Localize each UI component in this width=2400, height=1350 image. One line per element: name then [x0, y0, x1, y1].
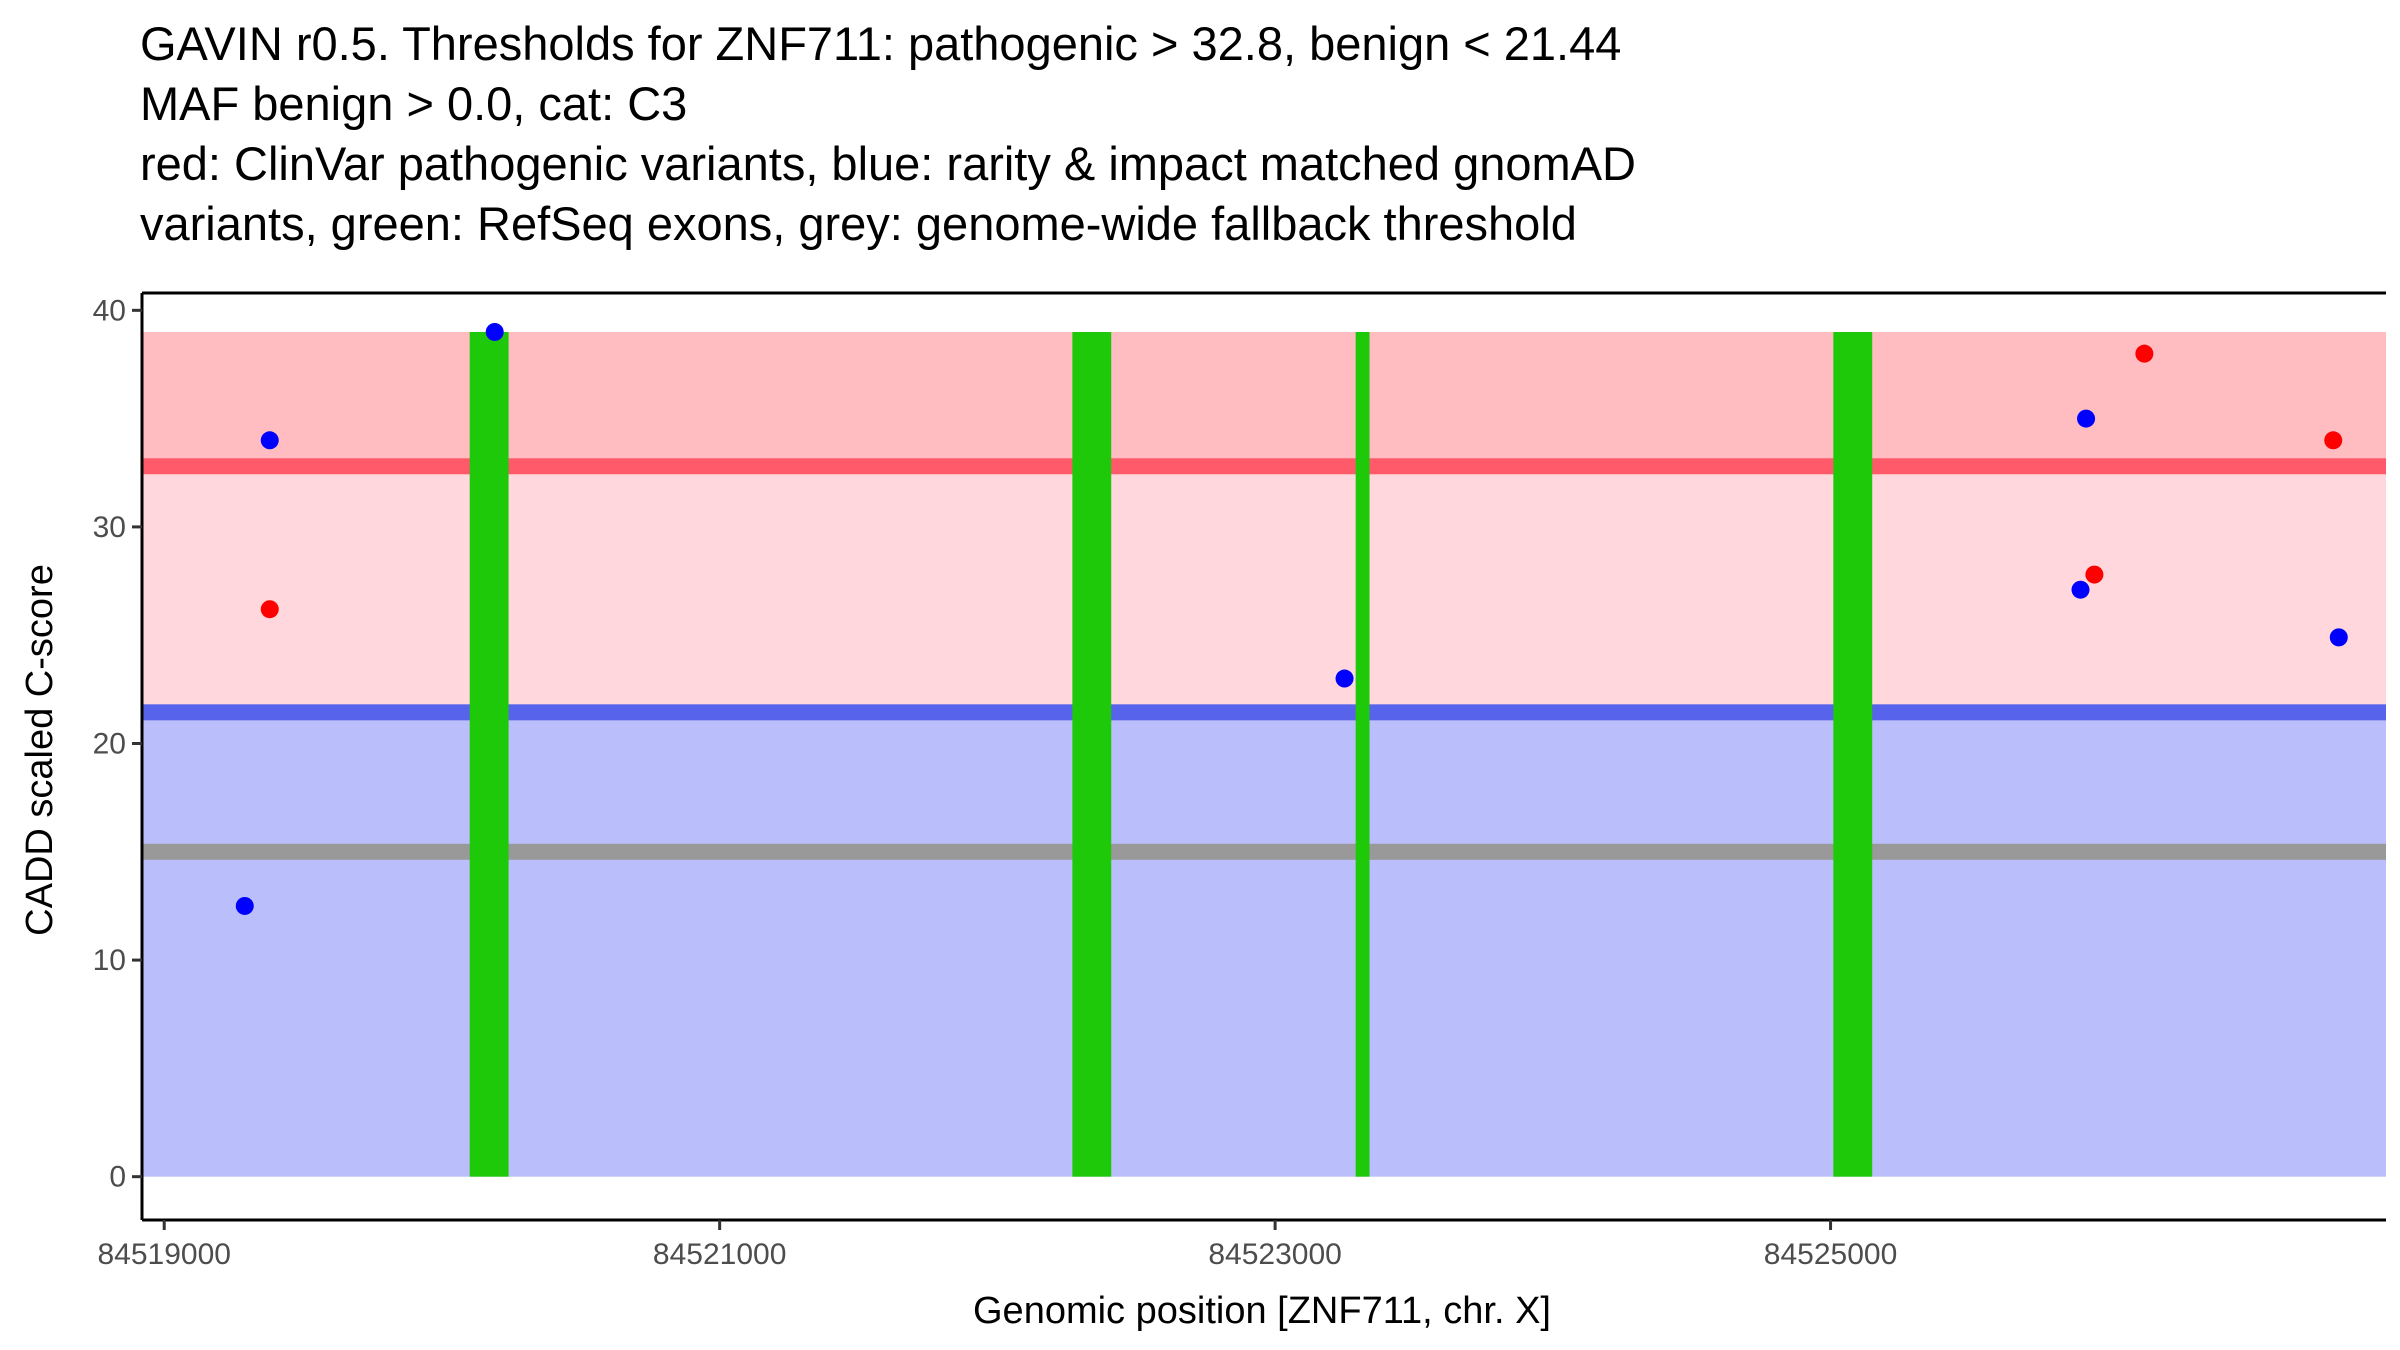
benign-threshold-line: [142, 704, 2386, 721]
x-tick-label-84525000: 84525000: [1764, 1238, 1897, 1271]
exon-bar-3: [1355, 331, 1370, 1177]
exon-bar-4: [1833, 331, 1873, 1177]
gnomad-point-6: [2077, 409, 2096, 428]
x-tick-label-84523000: 84523000: [1208, 1238, 1341, 1271]
gnomad-point-4: [1335, 669, 1354, 688]
benign-region: [142, 712, 2386, 1177]
title-line-1: GAVIN r0.5. Thresholds for ZNF711: patho…: [140, 17, 1622, 70]
axes-layer: 0 10 20 30 40 84519000 84521000 84523000 8452500…: [93, 291, 2386, 1271]
gnomad-point-7: [2329, 628, 2348, 647]
bands-layer: [142, 331, 2386, 1177]
y-tick-label-0: 0: [109, 1161, 126, 1194]
clinvar-point-3: [2135, 344, 2154, 363]
points-layer: [235, 322, 2348, 915]
chart-title: GAVIN r0.5. Thresholds for ZNF711: patho…: [140, 14, 2380, 254]
pathogenic-threshold-line: [142, 458, 2386, 475]
gnomad-point-1: [235, 896, 254, 915]
pathogenic-region: [142, 331, 2386, 467]
y-tick-label-40: 40: [93, 294, 126, 327]
gnomad-point-3: [485, 322, 504, 341]
clinvar-point-2: [2085, 565, 2104, 584]
exon-layer: [469, 331, 1873, 1177]
fallback-threshold-line: [142, 843, 2386, 860]
exon-bar-2: [1072, 331, 1112, 1177]
x-tick-label-84519000: 84519000: [97, 1238, 230, 1271]
intermediate-region: [142, 466, 2386, 713]
y-tick-label-10: 10: [93, 944, 126, 977]
y-tick-label-30: 30: [93, 511, 126, 544]
title-line-4: variants, green: RefSeq exons, grey: gen…: [140, 197, 1577, 250]
gnomad-point-5: [2071, 580, 2090, 599]
y-tick-label-20: 20: [93, 728, 126, 761]
gnomad-point-2: [260, 431, 279, 450]
threshold-layer: [142, 458, 2386, 860]
x-tick-label-84521000: 84521000: [653, 1238, 786, 1271]
clinvar-point-4: [2324, 431, 2343, 450]
clinvar-point-1: [260, 600, 279, 619]
y-axis-title: CADD scaled C-score: [19, 564, 61, 936]
exon-bar-1: [469, 331, 509, 1177]
x-axis-title: Genomic position [ZNF711, chr. X]: [973, 1290, 1551, 1332]
title-line-2: MAF benign > 0.0, cat: C3: [140, 77, 688, 130]
title-line-3: red: ClinVar pathogenic variants, blue: …: [140, 137, 1636, 190]
